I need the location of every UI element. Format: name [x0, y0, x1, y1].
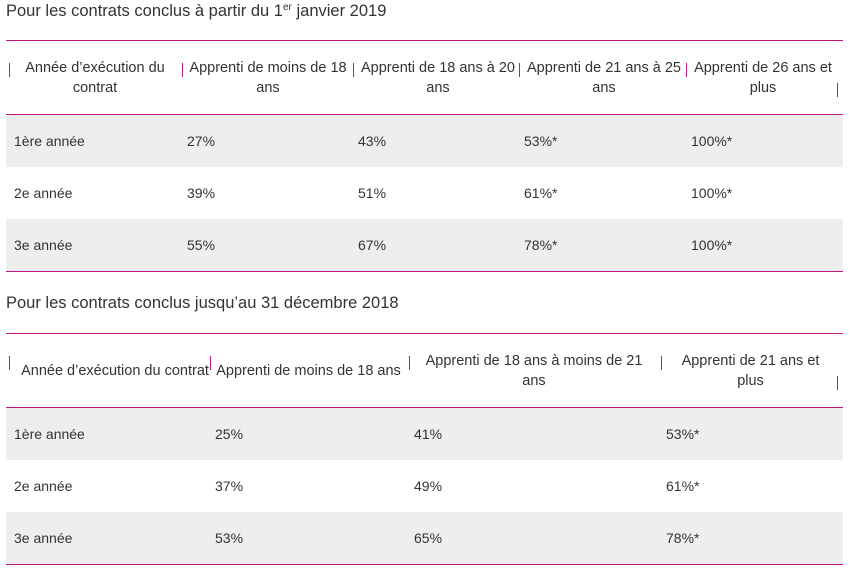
- table-cell: 2e année: [14, 478, 73, 494]
- table-cell: 1ère année: [14, 133, 85, 149]
- title-sup: er: [282, 2, 292, 13]
- rates-table-2018: Année d’exécution du contrat Apprenti de…: [6, 333, 843, 565]
- table-cell: 67%: [358, 237, 387, 253]
- table-cell: 100%*: [691, 185, 733, 201]
- table-cell: 78%*: [524, 237, 558, 253]
- header-separator: [353, 63, 354, 77]
- table-cell: 61%*: [666, 478, 700, 494]
- header-col-26-plus: Apprenti de 26 ans et plus: [694, 59, 832, 96]
- header-col-21-plus: Apprenti de 21 ans et plus: [681, 352, 820, 389]
- table-row: 2e année 39% 51% 61%* 100%*: [6, 167, 843, 219]
- table-header: Année d’exécution du contrat Apprenti de…: [6, 333, 843, 408]
- header-col-year: Année d’exécution du contrat: [21, 362, 209, 379]
- header-separator: [182, 63, 183, 77]
- table-cell: 27%: [187, 133, 216, 149]
- table-cell: 3e année: [14, 237, 73, 253]
- header-separator: [519, 63, 520, 77]
- title-prefix: Pour les contrats conclus à partir du 1: [6, 2, 283, 20]
- header-separator: [210, 356, 211, 370]
- header-col-21-25: Apprenti de 21 ans à 25 ans: [527, 59, 681, 96]
- header-separator: [837, 376, 838, 390]
- table-cell: 1ère année: [14, 426, 85, 442]
- table-row: 1ère année 27% 43% 53%* 100%*: [6, 115, 843, 167]
- table-cell: 25%: [215, 426, 244, 442]
- table-cell: 41%: [414, 426, 443, 442]
- table-cell: 61%*: [524, 185, 558, 201]
- header-col-18-20: Apprenti de 18 ans à 20 ans: [361, 59, 515, 96]
- table-header: Année d’exécution du contrat Apprenti de…: [6, 40, 843, 115]
- table-cell: 100%*: [691, 237, 733, 253]
- section-title-2019: Pour les contrats conclus à partir du 1e…: [6, 2, 386, 21]
- header-col-under-18: Apprenti de moins de 18 ans: [189, 59, 347, 96]
- header-separator: [409, 356, 410, 370]
- table-cell: 53%*: [666, 426, 700, 442]
- table-cell: 49%: [414, 478, 443, 494]
- table-row: 3e année 53% 65% 78%*: [6, 512, 843, 565]
- table-cell: 100%*: [691, 133, 733, 149]
- header-col-18-21: Apprenti de 18 ans à moins de 21 ans: [425, 352, 643, 389]
- table-cell: 3e année: [14, 530, 73, 546]
- header-col-year: Année d’exécution du contrat: [25, 59, 165, 96]
- rates-table-2019: Année d’exécution du contrat Apprenti de…: [6, 40, 843, 272]
- header-separator: [686, 63, 687, 77]
- table-row: 3e année 55% 67% 78%* 100%*: [6, 219, 843, 272]
- table-row: 1ère année 25% 41% 53%*: [6, 408, 843, 460]
- table-cell: 53%: [215, 530, 244, 546]
- title-suffix: janvier 2019: [291, 2, 387, 20]
- table-cell: 55%: [187, 237, 216, 253]
- header-separator: [837, 83, 838, 97]
- table-cell: 53%*: [524, 133, 558, 149]
- header-col-under-18: Apprenti de moins de 18 ans: [216, 362, 401, 379]
- table-cell: 65%: [414, 530, 443, 546]
- table-cell: 43%: [358, 133, 387, 149]
- table-cell: 39%: [187, 185, 216, 201]
- table-cell: 51%: [358, 185, 387, 201]
- table-row: 2e année 37% 49% 61%*: [6, 460, 843, 512]
- header-separator: [9, 63, 10, 77]
- table-cell: 78%*: [666, 530, 700, 546]
- table-cell: 2e année: [14, 185, 73, 201]
- header-separator: [9, 356, 10, 370]
- section-title-2018: Pour les contrats conclus jusqu’au 31 dé…: [6, 294, 399, 312]
- header-separator: [661, 356, 662, 370]
- table-cell: 37%: [215, 478, 244, 494]
